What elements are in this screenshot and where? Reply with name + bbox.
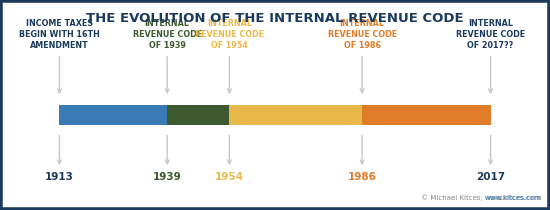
Bar	[229, 105, 362, 125]
Bar	[362, 105, 491, 125]
Text: 1939: 1939	[153, 172, 182, 182]
Text: 2017: 2017	[476, 172, 505, 182]
Text: www.kitces.com: www.kitces.com	[485, 194, 542, 201]
Bar	[59, 105, 167, 125]
Text: 1986: 1986	[348, 172, 377, 182]
Text: INCOME TAXES
BEGIN WITH 16TH
AMENDMENT: INCOME TAXES BEGIN WITH 16TH AMENDMENT	[19, 18, 100, 50]
Text: 1913: 1913	[45, 172, 74, 182]
Text: INTERNAL
REVENUE CODE
OF 1939: INTERNAL REVENUE CODE OF 1939	[133, 18, 202, 50]
Text: THE EVOLUTION OF THE INTERNAL REVENUE CODE: THE EVOLUTION OF THE INTERNAL REVENUE CO…	[86, 12, 464, 25]
Text: 1954: 1954	[215, 172, 244, 182]
Text: INTERNAL
REVENUE CODE
OF 1954: INTERNAL REVENUE CODE OF 1954	[195, 18, 264, 50]
Bar	[167, 105, 229, 125]
Text: INTERNAL
REVENUE CODE
OF 1986: INTERNAL REVENUE CODE OF 1986	[327, 18, 397, 50]
Text: INTERNAL
REVENUE CODE
OF 2017??: INTERNAL REVENUE CODE OF 2017??	[456, 18, 525, 50]
Text: © Michael Kitces, www.kitces.com: © Michael Kitces, www.kitces.com	[421, 194, 542, 201]
